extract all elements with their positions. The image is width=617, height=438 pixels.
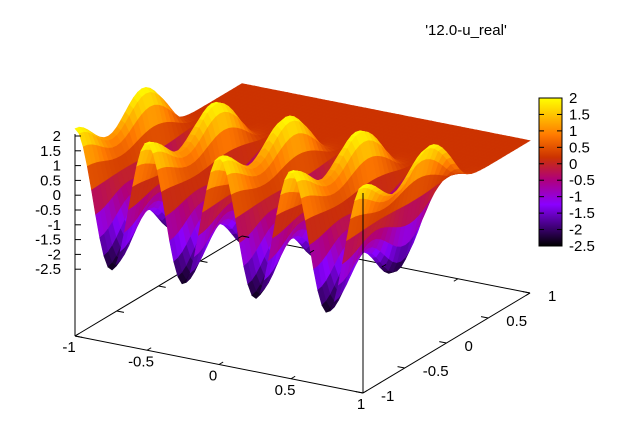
surface-mesh bbox=[74, 83, 531, 313]
y-tick-label: -0.5 bbox=[423, 363, 449, 380]
z-tick-label: -2.5 bbox=[35, 261, 61, 278]
x-tick-mark-back bbox=[309, 249, 315, 254]
colorbar-tick-label: -2.5 bbox=[569, 238, 595, 255]
z-tick-label: 2 bbox=[53, 128, 61, 145]
y-tick-label: 0.5 bbox=[506, 313, 527, 330]
x-tick-mark bbox=[362, 390, 368, 394]
colorbar-tick-label: -1.5 bbox=[569, 205, 595, 222]
chart-title: '12.0-u_real' bbox=[425, 22, 507, 39]
y-tick-label: -1 bbox=[381, 388, 394, 405]
colorbar-gradient bbox=[538, 97, 563, 247]
z-tick-label: 0.5 bbox=[40, 172, 61, 189]
z-tick-label: 1 bbox=[53, 158, 61, 175]
colorbar-tick-label: -1 bbox=[569, 189, 582, 206]
y-tick-mark-back bbox=[200, 260, 208, 263]
x-tick-label: 0 bbox=[209, 368, 217, 385]
colorbar-tick-label: 0.5 bbox=[569, 139, 590, 156]
z-tick-label: -2 bbox=[48, 246, 61, 263]
z-tick-label: -1.5 bbox=[35, 232, 61, 249]
y-tick-mark bbox=[522, 291, 531, 294]
y-tick-label: 0 bbox=[465, 338, 473, 355]
x-tick-mark-back bbox=[381, 264, 387, 268]
z-axis-tick-labels: 21.510.50-0.5-1-1.5-2-2.5 bbox=[35, 128, 81, 278]
colorbar-tick-label: 1 bbox=[569, 123, 577, 140]
y-tick-mark bbox=[397, 366, 405, 369]
x-tick-label: -1 bbox=[62, 339, 75, 356]
colorbar-tick-labels: 21.510.50-0.5-1-1.5-2-2.5 bbox=[539, 90, 595, 255]
x-tick-mark bbox=[74, 333, 80, 337]
z-tick-label: 1.5 bbox=[40, 143, 61, 160]
x-tick-label: 0.5 bbox=[275, 382, 296, 399]
x-tick-mark bbox=[146, 347, 152, 351]
x-axis-tick-labels: -1 -0.5 0 0.5 1 bbox=[62, 235, 531, 413]
y-tick-mark-back bbox=[116, 310, 125, 313]
x-tick-mark-back bbox=[453, 278, 459, 282]
y-tick-mark-back bbox=[158, 285, 166, 288]
y-tick-mark bbox=[355, 391, 364, 394]
x-tick-mark-back bbox=[237, 235, 243, 239]
colorbar bbox=[538, 97, 563, 247]
colorbar-tick-label: 2 bbox=[569, 90, 577, 107]
colorbar-tick-label: -0.5 bbox=[569, 172, 595, 189]
x-tick-mark bbox=[218, 361, 224, 365]
z-tick-label: 0 bbox=[53, 187, 61, 204]
x-tick-mark bbox=[290, 375, 296, 380]
x-tick-mark-back bbox=[525, 292, 531, 296]
y-tick-label: 1 bbox=[548, 288, 556, 305]
colorbar-tick-label: 0 bbox=[569, 156, 577, 173]
z-tick-label: -1 bbox=[48, 217, 61, 234]
y-tick-mark bbox=[439, 341, 447, 344]
z-tick-label: -0.5 bbox=[35, 202, 61, 219]
colorbar-tick-label: -2 bbox=[569, 222, 582, 239]
surface-patch bbox=[358, 183, 368, 190]
y-tick-mark bbox=[480, 316, 489, 319]
x-tick-label: 1 bbox=[357, 396, 365, 413]
y-tick-mark-back bbox=[74, 335, 83, 338]
x-tick-label: -0.5 bbox=[128, 353, 154, 370]
y-tick-mark-back bbox=[241, 235, 250, 238]
colorbar-tick-label: 1.5 bbox=[569, 106, 590, 123]
y-axis-tick-labels: -1 -0.5 0 0.5 1 bbox=[74, 235, 556, 405]
axis-box-back bbox=[74, 235, 531, 337]
